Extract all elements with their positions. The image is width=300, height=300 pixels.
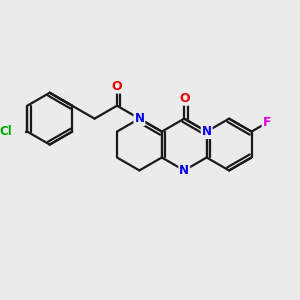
Text: O: O <box>179 92 190 105</box>
Text: Cl: Cl <box>0 125 12 138</box>
Text: F: F <box>262 116 271 129</box>
Text: O: O <box>112 80 122 93</box>
Text: N: N <box>134 112 144 125</box>
Text: N: N <box>202 125 212 138</box>
Text: N: N <box>179 164 189 177</box>
